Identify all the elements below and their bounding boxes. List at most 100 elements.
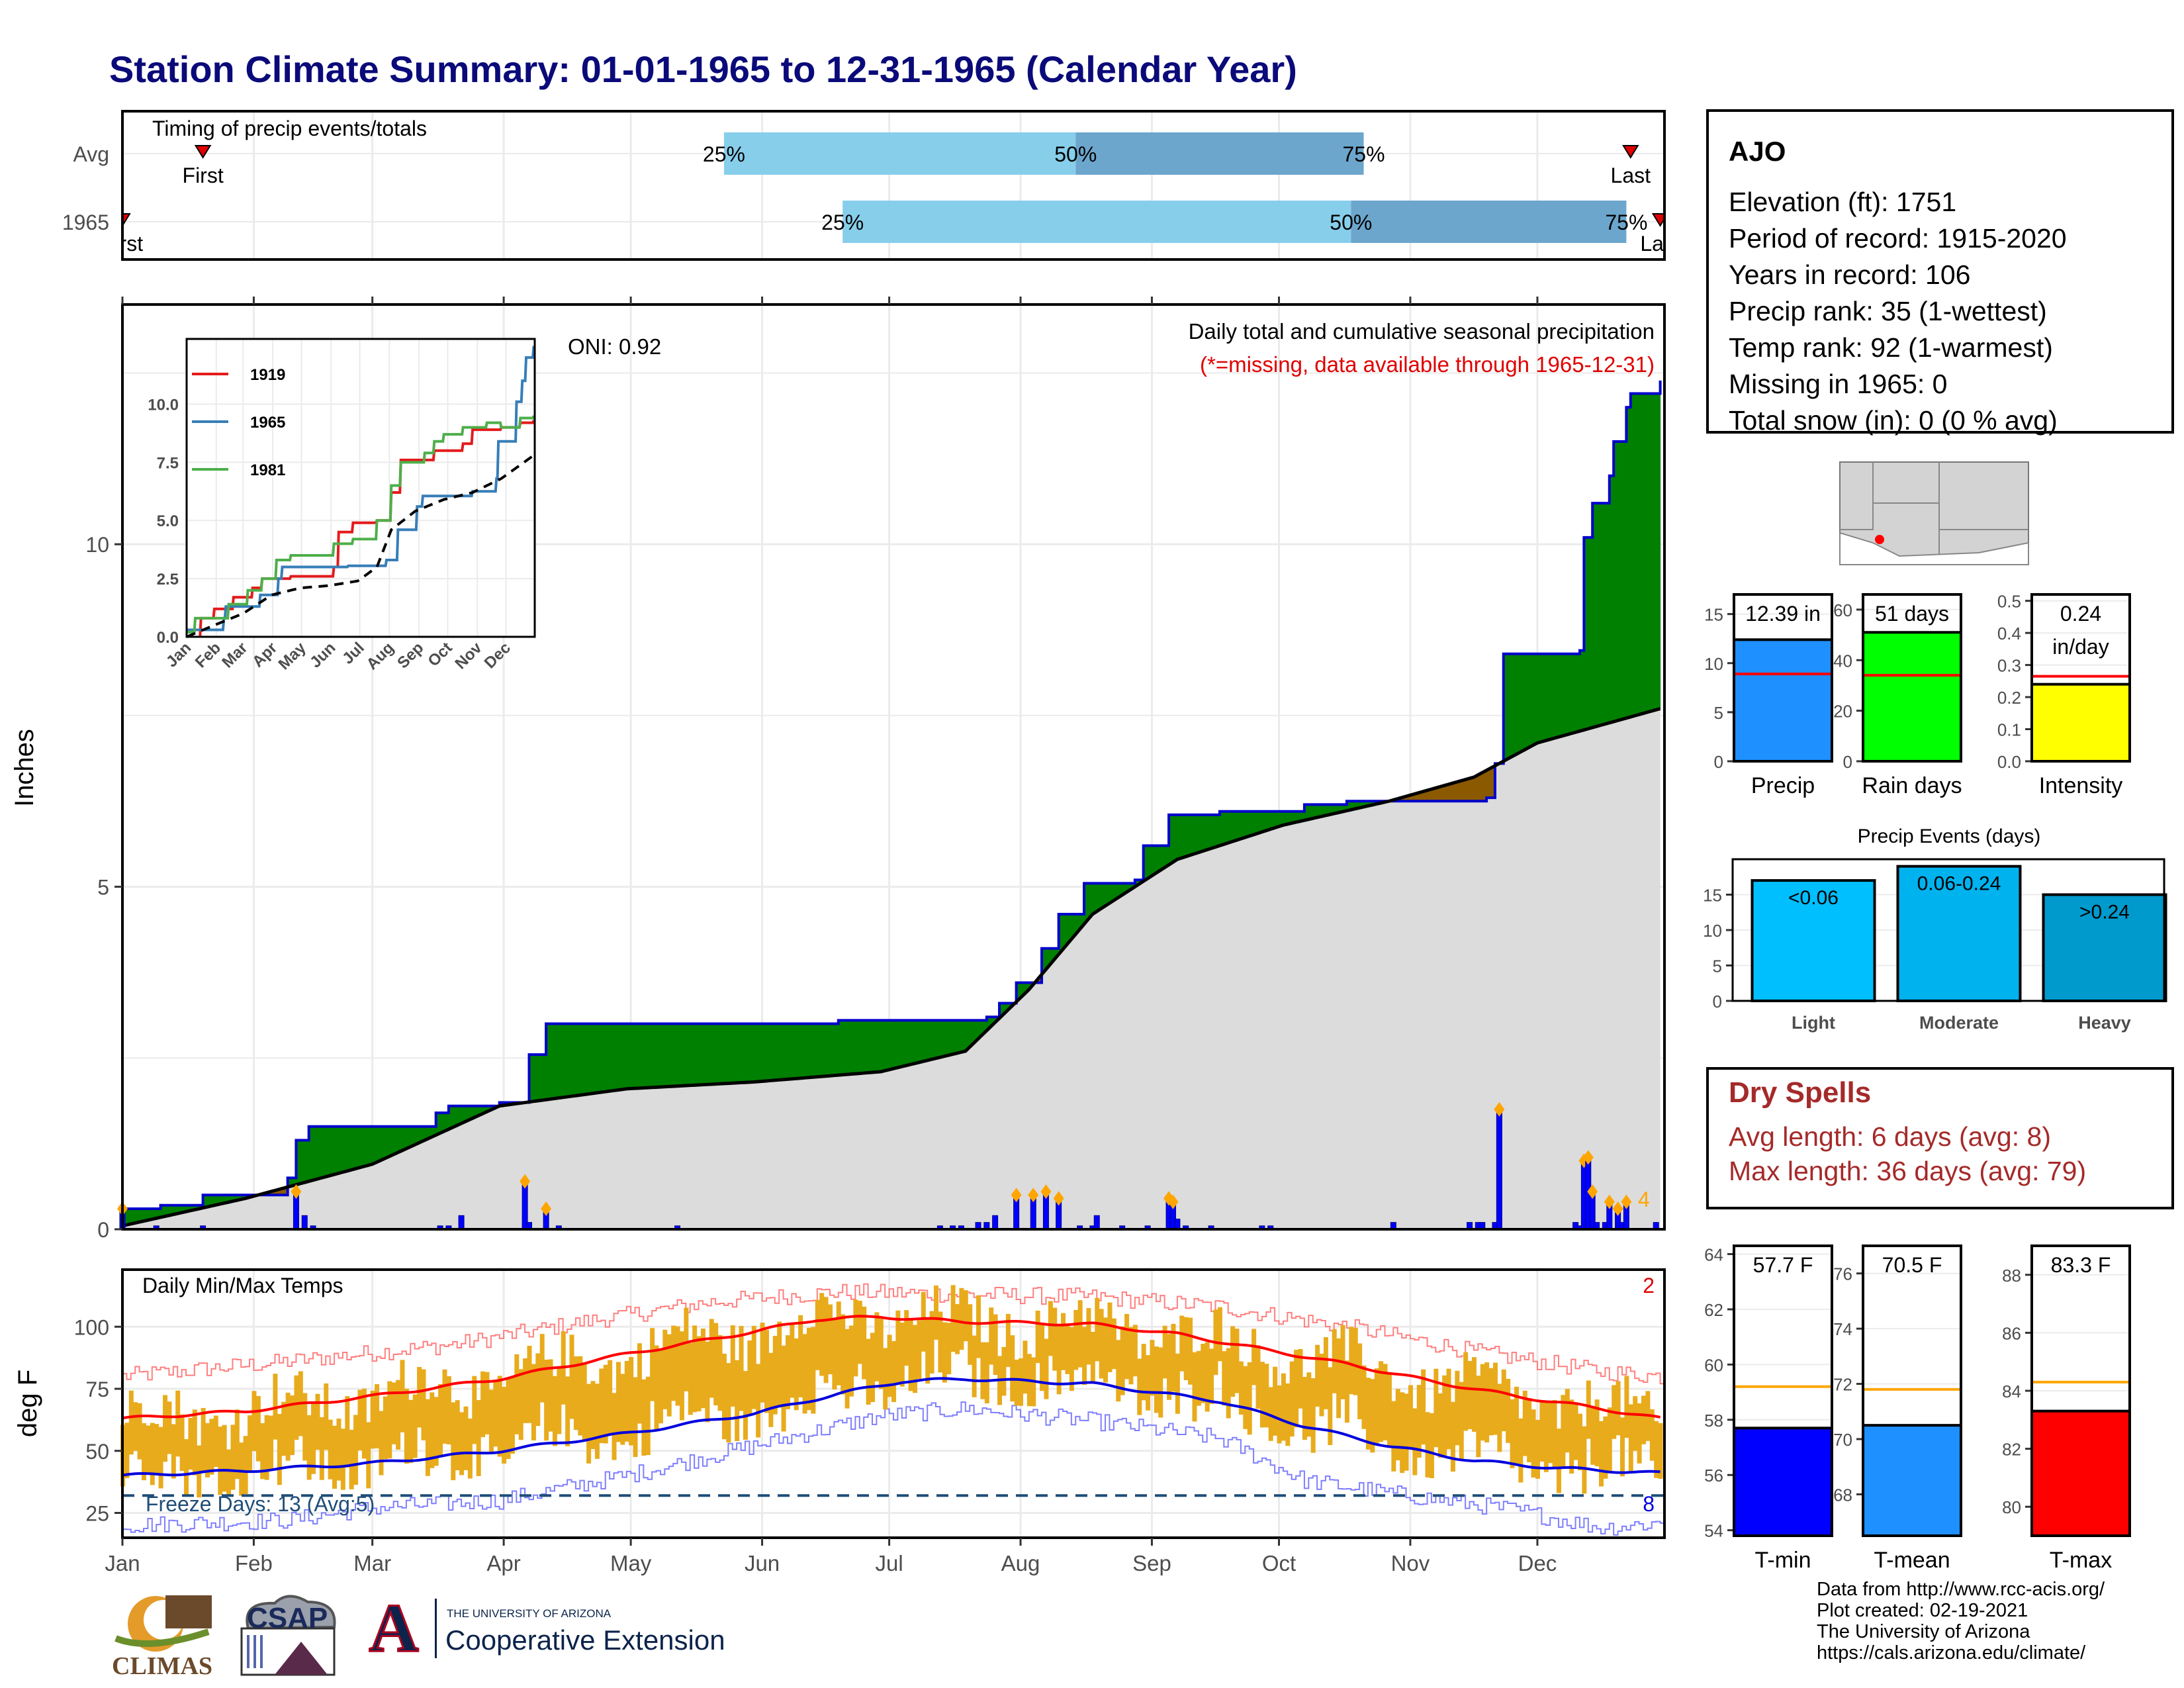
timing-label-q75-Avg: 75% (1342, 142, 1385, 166)
daily-precip-marker (1621, 1194, 1632, 1209)
daily-temp-bar (836, 1301, 841, 1385)
daily-temp-bar (476, 1399, 481, 1476)
cumulative-diff-day-143 (723, 1023, 729, 1084)
tmin-ytick: 62 (1704, 1300, 1723, 1320)
temp-ytick-50: 50 (85, 1440, 109, 1464)
month-label-Feb: Feb (235, 1551, 273, 1575)
cumulative-diff-day-53 (342, 1126, 347, 1173)
daily-temp-bar (463, 1406, 469, 1470)
cumulative-diff-day-170 (838, 1019, 843, 1076)
daily-temp-bar (205, 1423, 210, 1477)
daily-temp-bar (497, 1376, 502, 1457)
daily-temp-bar (1255, 1345, 1261, 1409)
cumulative-diff-day-108 (575, 1023, 580, 1096)
month-label-Dec: Dec (1518, 1551, 1557, 1575)
daily-temp-bar (1582, 1426, 1587, 1494)
intensity-value-label-0: 0.24 (2060, 602, 2101, 626)
cumulative-diff-day-132 (677, 1023, 682, 1087)
daily-temp-bar (1569, 1399, 1574, 1474)
daily-precip-marker (520, 1174, 531, 1189)
cumulative-diff-day-323 (1486, 767, 1492, 798)
cumulative-diff-day-257 (1206, 814, 1212, 851)
daily-temp-bar (137, 1403, 142, 1460)
timing-mask-left (0, 106, 122, 265)
daily-temp-bar (396, 1380, 401, 1450)
cumulative-diff-day-164 (812, 1023, 818, 1078)
daily-temp-bar (361, 1388, 367, 1459)
daily-temp-bar (696, 1336, 702, 1412)
cumulative-diff-day-67 (401, 1126, 407, 1151)
footer-line-created: Plot created: 02-19-2021 (1817, 1600, 2028, 1621)
inset-xtick: Dec (481, 639, 514, 672)
cumulative-diff-day-122 (635, 1023, 640, 1089)
daily-temp-bar (146, 1425, 151, 1475)
cumulative-diff-day-156 (778, 1023, 784, 1080)
daily-temp-bar (1073, 1309, 1079, 1370)
daily-temp-bar (226, 1449, 232, 1497)
intensity-ytick: 0.0 (1997, 752, 2021, 772)
daily-temp-bar (400, 1360, 405, 1432)
cumulative-diff-day-137 (698, 1023, 704, 1086)
daily-temp-bar (946, 1323, 952, 1374)
tmax-ytick: 80 (2002, 1497, 2021, 1517)
daily-temp-bar (739, 1326, 744, 1411)
daily-temp-bar (1103, 1317, 1109, 1383)
oni-label: ONI: 0.92 (568, 334, 661, 359)
daily-precip-marker (1612, 1201, 1623, 1216)
temp-normal-min-line (122, 1377, 1661, 1477)
cumulative-diff-day-337 (1545, 653, 1551, 741)
cumulative-diff-day-155 (774, 1023, 780, 1081)
climas-emblem (114, 1595, 212, 1652)
precip-annotation-missing: (*=missing, data available through 1965-… (1200, 352, 1655, 377)
cumulative-diff-day-160 (796, 1023, 801, 1079)
daily-temp-bar (827, 1304, 833, 1375)
tmin-name: T-min (1755, 1548, 1811, 1573)
daily-temp-bar (188, 1417, 193, 1470)
daily-temp-bar (675, 1326, 680, 1406)
dry-spells-title: Dry Spells (1729, 1076, 1872, 1109)
cumulative-diff-day-183 (893, 1019, 898, 1069)
daily-temp-bar (1628, 1404, 1633, 1472)
daily-temp-bar (412, 1394, 418, 1458)
daily-temp-bar (1633, 1396, 1638, 1451)
daily-temp-bar (870, 1333, 875, 1403)
daily-temp-bar (1637, 1403, 1642, 1464)
daily-temp-bar (844, 1329, 850, 1409)
cumulative-diff-day-258 (1210, 814, 1216, 849)
cumulative-diff-day-150 (753, 1023, 758, 1083)
dry-spells-avg: Avg length: 6 days (avg: 8) (1729, 1121, 2051, 1152)
daily-temp-bar (1421, 1369, 1426, 1445)
cumulative-diff-day-333 (1528, 653, 1534, 749)
csap-emblem (240, 1595, 336, 1676)
cumulative-diff-day-255 (1198, 814, 1203, 853)
tmax-ytick: 82 (2002, 1440, 2021, 1460)
tmean-ytick: 70 (1833, 1430, 1852, 1450)
cumulative-diff-day-359 (1639, 393, 1644, 716)
daily-temp-bar (1527, 1398, 1532, 1463)
daily-temp-bar (615, 1362, 621, 1442)
inset-xtick: Jul (339, 639, 368, 668)
daily-temp-bar (1641, 1395, 1646, 1444)
cumulative-diff-day-131 (672, 1023, 678, 1087)
daily-temp-bar (1598, 1421, 1604, 1487)
tmin-bar (1733, 1427, 1833, 1537)
daily-temp-bar (658, 1350, 663, 1424)
cumulative-diff-day-363 (1655, 393, 1661, 710)
daily-temp-bar (1492, 1362, 1498, 1435)
daily-temp-bar (620, 1374, 625, 1445)
cumulative-diff-day-123 (639, 1023, 644, 1089)
cumulative-diff-day-186 (905, 1019, 911, 1066)
daily-temp-bar (1484, 1362, 1490, 1443)
daily-temp-bar (277, 1413, 282, 1485)
first-marker-Avg (194, 145, 212, 159)
daily-temp-bar (1539, 1400, 1545, 1462)
daily-temp-bar (1437, 1393, 1443, 1458)
cumulative-diff-day-199 (960, 1019, 966, 1053)
daily-temp-bar (1128, 1327, 1134, 1385)
daily-temp-bar (433, 1397, 439, 1466)
cumulative-diff-day-189 (918, 1019, 924, 1063)
csap-text: CSAP (247, 1602, 328, 1634)
daily-temp-bar (150, 1423, 155, 1485)
info-period: Period of record: 1915-2020 (1729, 223, 2067, 254)
daily-temp-bar (1328, 1367, 1333, 1446)
